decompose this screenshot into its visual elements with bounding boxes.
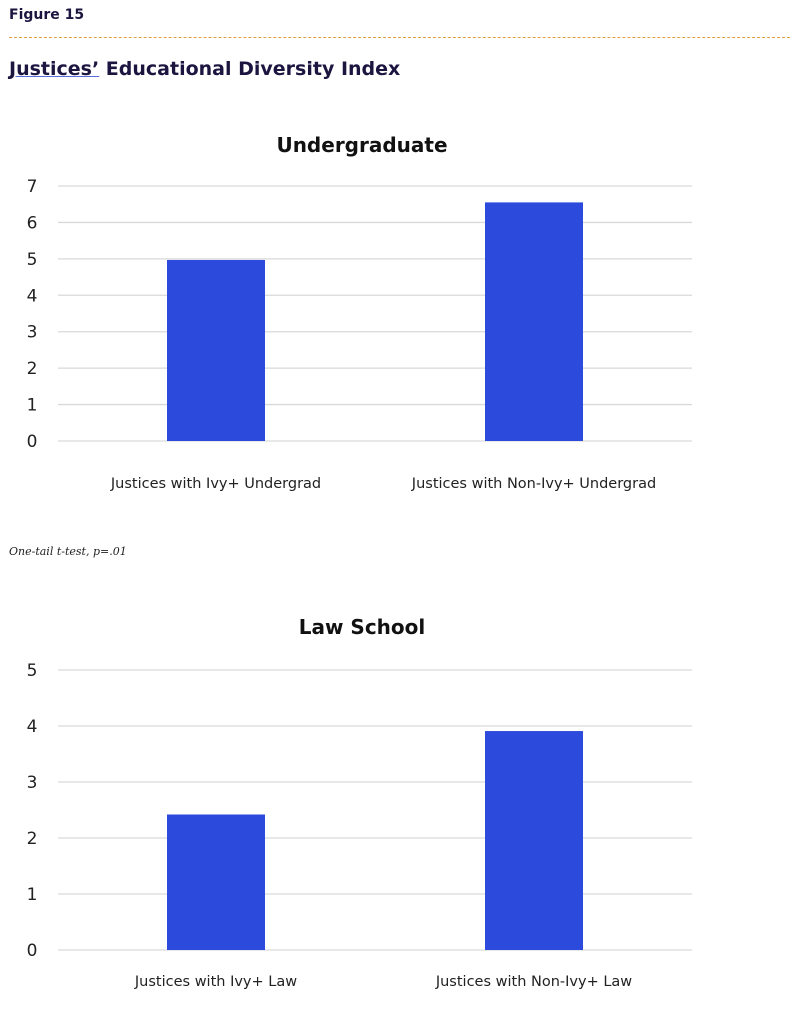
- x-tick-label: Justices with Ivy+ Law: [134, 974, 297, 990]
- bar: [167, 259, 265, 441]
- y-tick-label: 2: [27, 829, 38, 849]
- x-tick-label: Justices with Non-Ivy+ Law: [435, 974, 632, 990]
- chart-title: Law School: [299, 615, 426, 639]
- statistical-note: One-tail t-test, p=.01: [9, 545, 127, 558]
- y-tick-label: 3: [27, 323, 38, 343]
- bar: [167, 814, 265, 950]
- y-tick-label: 4: [27, 286, 38, 306]
- page-title-rest: Educational Diversity Index: [99, 58, 401, 80]
- y-tick-label: 1: [27, 885, 38, 905]
- x-tick-label: Justices with Non-Ivy+ Undergrad: [411, 476, 656, 492]
- undergraduate-chart: Undergraduate 0 1 2 3 4 5 6 7 Justices with Ivy+ …: [27, 133, 692, 492]
- y-tick-label: 5: [27, 250, 38, 270]
- y-tick-label: 6: [27, 213, 38, 233]
- law-school-chart: Law School 0 1 2 3 4 5 Justices with Ivy+ Law Ju…: [27, 615, 692, 990]
- page-title: Justices’ Educational Diversity Index: [9, 58, 400, 80]
- y-tick-label: 1: [27, 396, 38, 416]
- y-tick-label: 0: [27, 432, 38, 452]
- y-tick-label: 0: [27, 941, 38, 961]
- y-tick-label: 7: [27, 177, 38, 197]
- dashed-divider: [9, 37, 790, 38]
- y-tick-label: 2: [27, 359, 38, 379]
- bar: [485, 731, 583, 950]
- y-tick-label: 3: [27, 773, 38, 793]
- figure-label: Figure 15: [9, 7, 85, 23]
- chart-title: Undergraduate: [276, 133, 447, 157]
- bar: [485, 202, 583, 441]
- x-tick-label: Justices with Ivy+ Undergrad: [110, 476, 321, 492]
- y-tick-label: 4: [27, 717, 38, 737]
- page-title-underlined: Justices’: [9, 58, 100, 80]
- y-tick-label: 5: [27, 661, 38, 681]
